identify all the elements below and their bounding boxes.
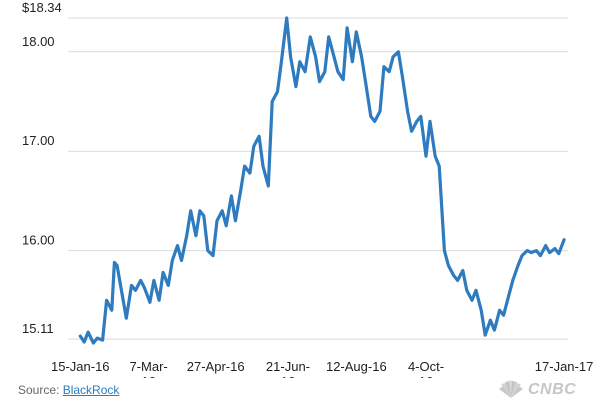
y-tick-label: $18.34 <box>22 0 62 15</box>
y-axis-ticks: $18.34 18.00 17.00 16.00 15.11 <box>22 0 62 336</box>
y-tick-label: 15.11 <box>22 321 54 336</box>
x-tick-label: 7-Mar- <box>129 359 167 374</box>
x-tick-label: 17-Jan-17 <box>535 359 594 374</box>
cnbc-logo-text: CNBC <box>528 381 577 398</box>
x-tick-label: 16 <box>281 374 295 378</box>
source-label: Source: <box>18 383 63 397</box>
x-tick-label: 27-Apr-16 <box>187 359 245 374</box>
y-tick-label: 16.00 <box>22 233 55 248</box>
x-tick-label: 21-Jun- <box>266 359 310 374</box>
x-tick-label: 12-Aug-16 <box>326 359 387 374</box>
x-tick-label: 4-Oct- <box>408 359 444 374</box>
source-note: Source: BlackRock <box>18 383 119 397</box>
price-line-chart: $18.34 18.00 17.00 16.00 15.11 15-Jan-16 7-Ma… <box>22 0 593 378</box>
source-link[interactable]: BlackRock <box>62 383 120 397</box>
x-tick-label: 16 <box>419 374 433 378</box>
y-tick-label: 17.00 <box>22 133 55 148</box>
x-tick-label: 16 <box>141 374 155 378</box>
grid-lines <box>68 17 568 340</box>
cnbc-peacock-icon <box>499 380 523 398</box>
y-tick-label: 18.00 <box>22 34 55 49</box>
series-line <box>78 16 566 345</box>
x-axis-ticks: 15-Jan-167-Mar-1627-Apr-1621-Jun-1612-Au… <box>51 359 593 378</box>
cnbc-logo: CNBC <box>498 378 576 402</box>
x-tick-label: 15-Jan-16 <box>51 359 110 374</box>
